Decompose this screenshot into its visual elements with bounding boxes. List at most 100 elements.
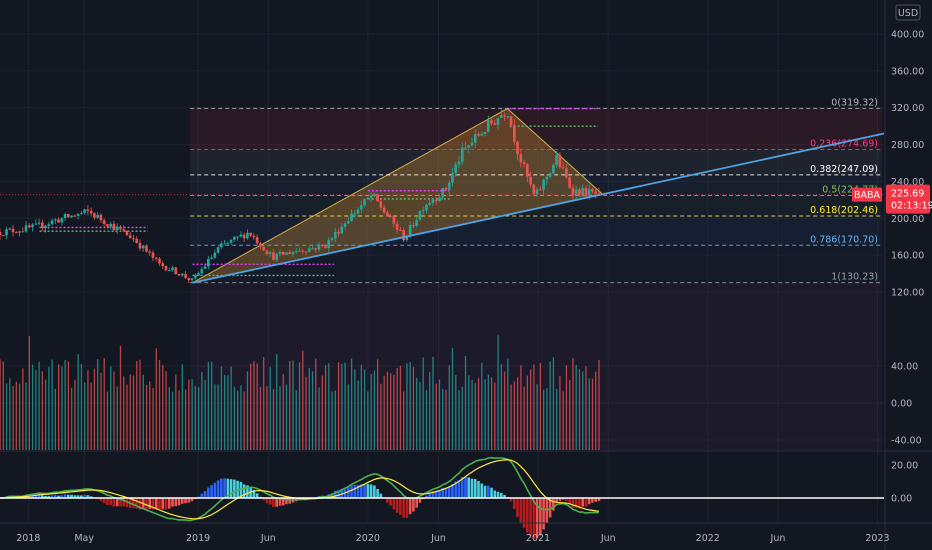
candle-body <box>421 210 425 212</box>
candle-body <box>314 248 318 250</box>
candle-body <box>402 230 405 241</box>
volume-bar <box>578 369 581 450</box>
candle-body <box>451 172 454 183</box>
time-tick-label: Jun <box>430 533 446 544</box>
macd-histogram-bar <box>389 498 392 506</box>
volume-bar <box>292 360 294 450</box>
candle-body <box>418 211 422 220</box>
candle-body <box>486 120 490 132</box>
volume-bar <box>533 364 535 450</box>
volume-bar <box>188 379 190 450</box>
macd-histogram-bar <box>379 493 383 498</box>
candle-body <box>93 213 96 218</box>
volume-bar <box>35 369 37 450</box>
macd-histogram-bar <box>281 498 285 506</box>
candle-body <box>379 201 383 208</box>
volume-bar <box>12 386 14 450</box>
macd-histogram-bar <box>529 498 532 536</box>
macd-histogram-bar <box>190 498 194 502</box>
volume-bar <box>158 360 161 450</box>
macd-histogram-bar <box>138 498 142 510</box>
support-trend-line[interactable] <box>192 132 885 284</box>
candle-body <box>14 232 18 234</box>
candle-body <box>317 244 321 250</box>
macd-histogram-bar <box>519 498 523 524</box>
macd-histogram-bar <box>480 483 484 498</box>
candle-body <box>519 154 523 163</box>
macd-histogram-bar <box>80 495 83 498</box>
volume-bar <box>44 379 47 450</box>
macd-histogram-bar <box>180 498 184 504</box>
macd-histogram-bar <box>526 498 529 533</box>
fib-label: 0.382(247.09) <box>810 164 878 175</box>
candle-body <box>151 252 155 258</box>
fib-levels[interactable]: 0(319.32) 0.236(274.69) 0.382(247.09) 0.5(2… <box>190 97 882 284</box>
candle-body <box>454 164 458 173</box>
currency-label[interactable]: USD <box>898 8 918 19</box>
volume-bar <box>110 366 112 450</box>
macd-histogram-bar <box>418 498 422 503</box>
candle-body <box>272 252 275 260</box>
volume-bar <box>396 368 398 450</box>
candle-body <box>405 236 409 241</box>
candle-body <box>239 234 243 237</box>
candle-body <box>177 273 181 276</box>
candle-body <box>223 243 226 245</box>
macd-histogram-bar <box>386 498 389 503</box>
macd-histogram-bar <box>441 487 444 498</box>
fib-label: 0.786(170.70) <box>810 234 878 245</box>
candle-body <box>233 236 236 240</box>
macd-histogram-bar <box>574 498 578 508</box>
candle-body <box>63 214 67 219</box>
volume-bar <box>106 391 109 450</box>
macd-histogram-bar <box>571 498 575 508</box>
macd-histogram-bar <box>41 495 44 498</box>
candle-body <box>408 224 412 237</box>
macd-histogram-bar <box>57 495 60 498</box>
candle-body <box>574 189 578 196</box>
candle-body <box>467 145 471 148</box>
macd-histogram-bar <box>473 478 477 498</box>
volume-bar <box>575 364 577 450</box>
fib-label: 0.236(274.69) <box>810 138 878 149</box>
macd-tick-label: 20.00 <box>891 461 918 472</box>
macd-histogram-bar <box>288 498 292 504</box>
candle-body <box>457 161 461 165</box>
trend-line[interactable] <box>192 132 885 284</box>
volume-bar <box>171 391 174 450</box>
volume-bar <box>539 362 542 450</box>
volume-bar <box>490 377 493 450</box>
volume-tick-label: 40.00 <box>891 362 918 373</box>
candle-body <box>477 134 480 136</box>
volume-bar <box>41 371 44 450</box>
volume-bar <box>393 375 395 450</box>
time-axis[interactable]: 2018 May 2019 Jun 2020 Jun 2021 Jun 2022 Jun 2023 <box>16 533 889 544</box>
candle-body <box>369 195 373 198</box>
macd-histogram-bar <box>47 496 51 498</box>
volume-bar <box>201 371 203 450</box>
volume-tick-label: 0.00 <box>891 399 912 410</box>
volume-bar <box>217 384 219 450</box>
price-axis[interactable]: USD 400.00 360.00 320.00 280.00 240.00 200.00 1… <box>891 4 924 505</box>
candle-body <box>311 248 314 250</box>
candle-body <box>109 223 112 227</box>
macd-histogram-bar <box>109 498 112 506</box>
fib-extension-zone <box>190 282 882 450</box>
symbol-tag: BABA <box>854 190 881 201</box>
horizontal-levels[interactable] <box>39 107 599 277</box>
macd-histogram-bar <box>233 479 236 498</box>
macd-histogram-bar <box>373 485 376 498</box>
currency-box[interactable] <box>895 4 921 21</box>
macd-tick-label: 0.00 <box>891 494 912 505</box>
candle-body <box>333 231 337 239</box>
candle-body <box>18 231 21 233</box>
candle-body <box>31 224 34 228</box>
macd-histogram-bar <box>265 498 269 504</box>
volume-bar <box>263 357 265 450</box>
candle-body <box>86 209 90 211</box>
volume-bar <box>308 367 310 450</box>
macd-histogram-bar <box>509 498 513 502</box>
